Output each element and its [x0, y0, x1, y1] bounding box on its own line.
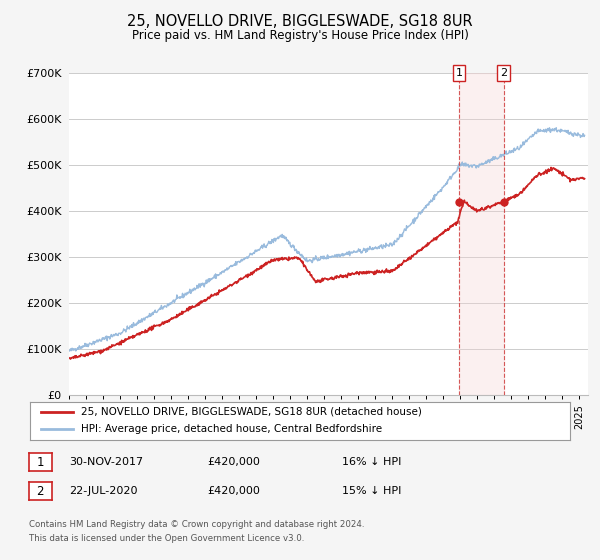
- Text: 2: 2: [500, 68, 508, 78]
- Text: 2: 2: [37, 484, 44, 498]
- Text: 25, NOVELLO DRIVE, BIGGLESWADE, SG18 8UR (detached house): 25, NOVELLO DRIVE, BIGGLESWADE, SG18 8UR…: [82, 407, 422, 417]
- Text: 1: 1: [455, 68, 463, 78]
- Text: £420,000: £420,000: [207, 457, 260, 467]
- Text: Contains HM Land Registry data © Crown copyright and database right 2024.: Contains HM Land Registry data © Crown c…: [29, 520, 364, 529]
- Text: 16% ↓ HPI: 16% ↓ HPI: [342, 457, 401, 467]
- Text: 1: 1: [37, 455, 44, 469]
- Text: Price paid vs. HM Land Registry's House Price Index (HPI): Price paid vs. HM Land Registry's House …: [131, 29, 469, 42]
- Bar: [459, 73, 504, 395]
- Text: 30-NOV-2017: 30-NOV-2017: [69, 457, 143, 467]
- Text: 22-JUL-2020: 22-JUL-2020: [69, 486, 137, 496]
- Text: £420,000: £420,000: [207, 486, 260, 496]
- Text: HPI: Average price, detached house, Central Bedfordshire: HPI: Average price, detached house, Cent…: [82, 424, 382, 435]
- Text: 15% ↓ HPI: 15% ↓ HPI: [342, 486, 401, 496]
- Text: 25, NOVELLO DRIVE, BIGGLESWADE, SG18 8UR: 25, NOVELLO DRIVE, BIGGLESWADE, SG18 8UR: [127, 14, 473, 29]
- Text: This data is licensed under the Open Government Licence v3.0.: This data is licensed under the Open Gov…: [29, 534, 304, 543]
